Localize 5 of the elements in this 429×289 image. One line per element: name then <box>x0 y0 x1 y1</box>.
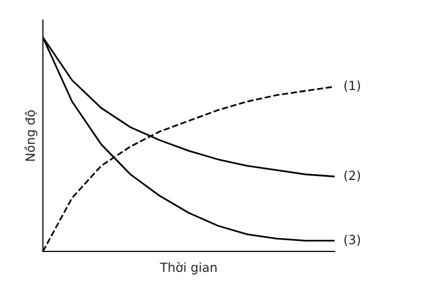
series-label: (3) <box>344 234 360 246</box>
y-axis-title: Nồng độ <box>24 110 38 161</box>
series-label: (1) <box>344 80 360 92</box>
series-label: (2) <box>344 170 360 182</box>
x-axis-title: Thời gian <box>160 262 217 274</box>
